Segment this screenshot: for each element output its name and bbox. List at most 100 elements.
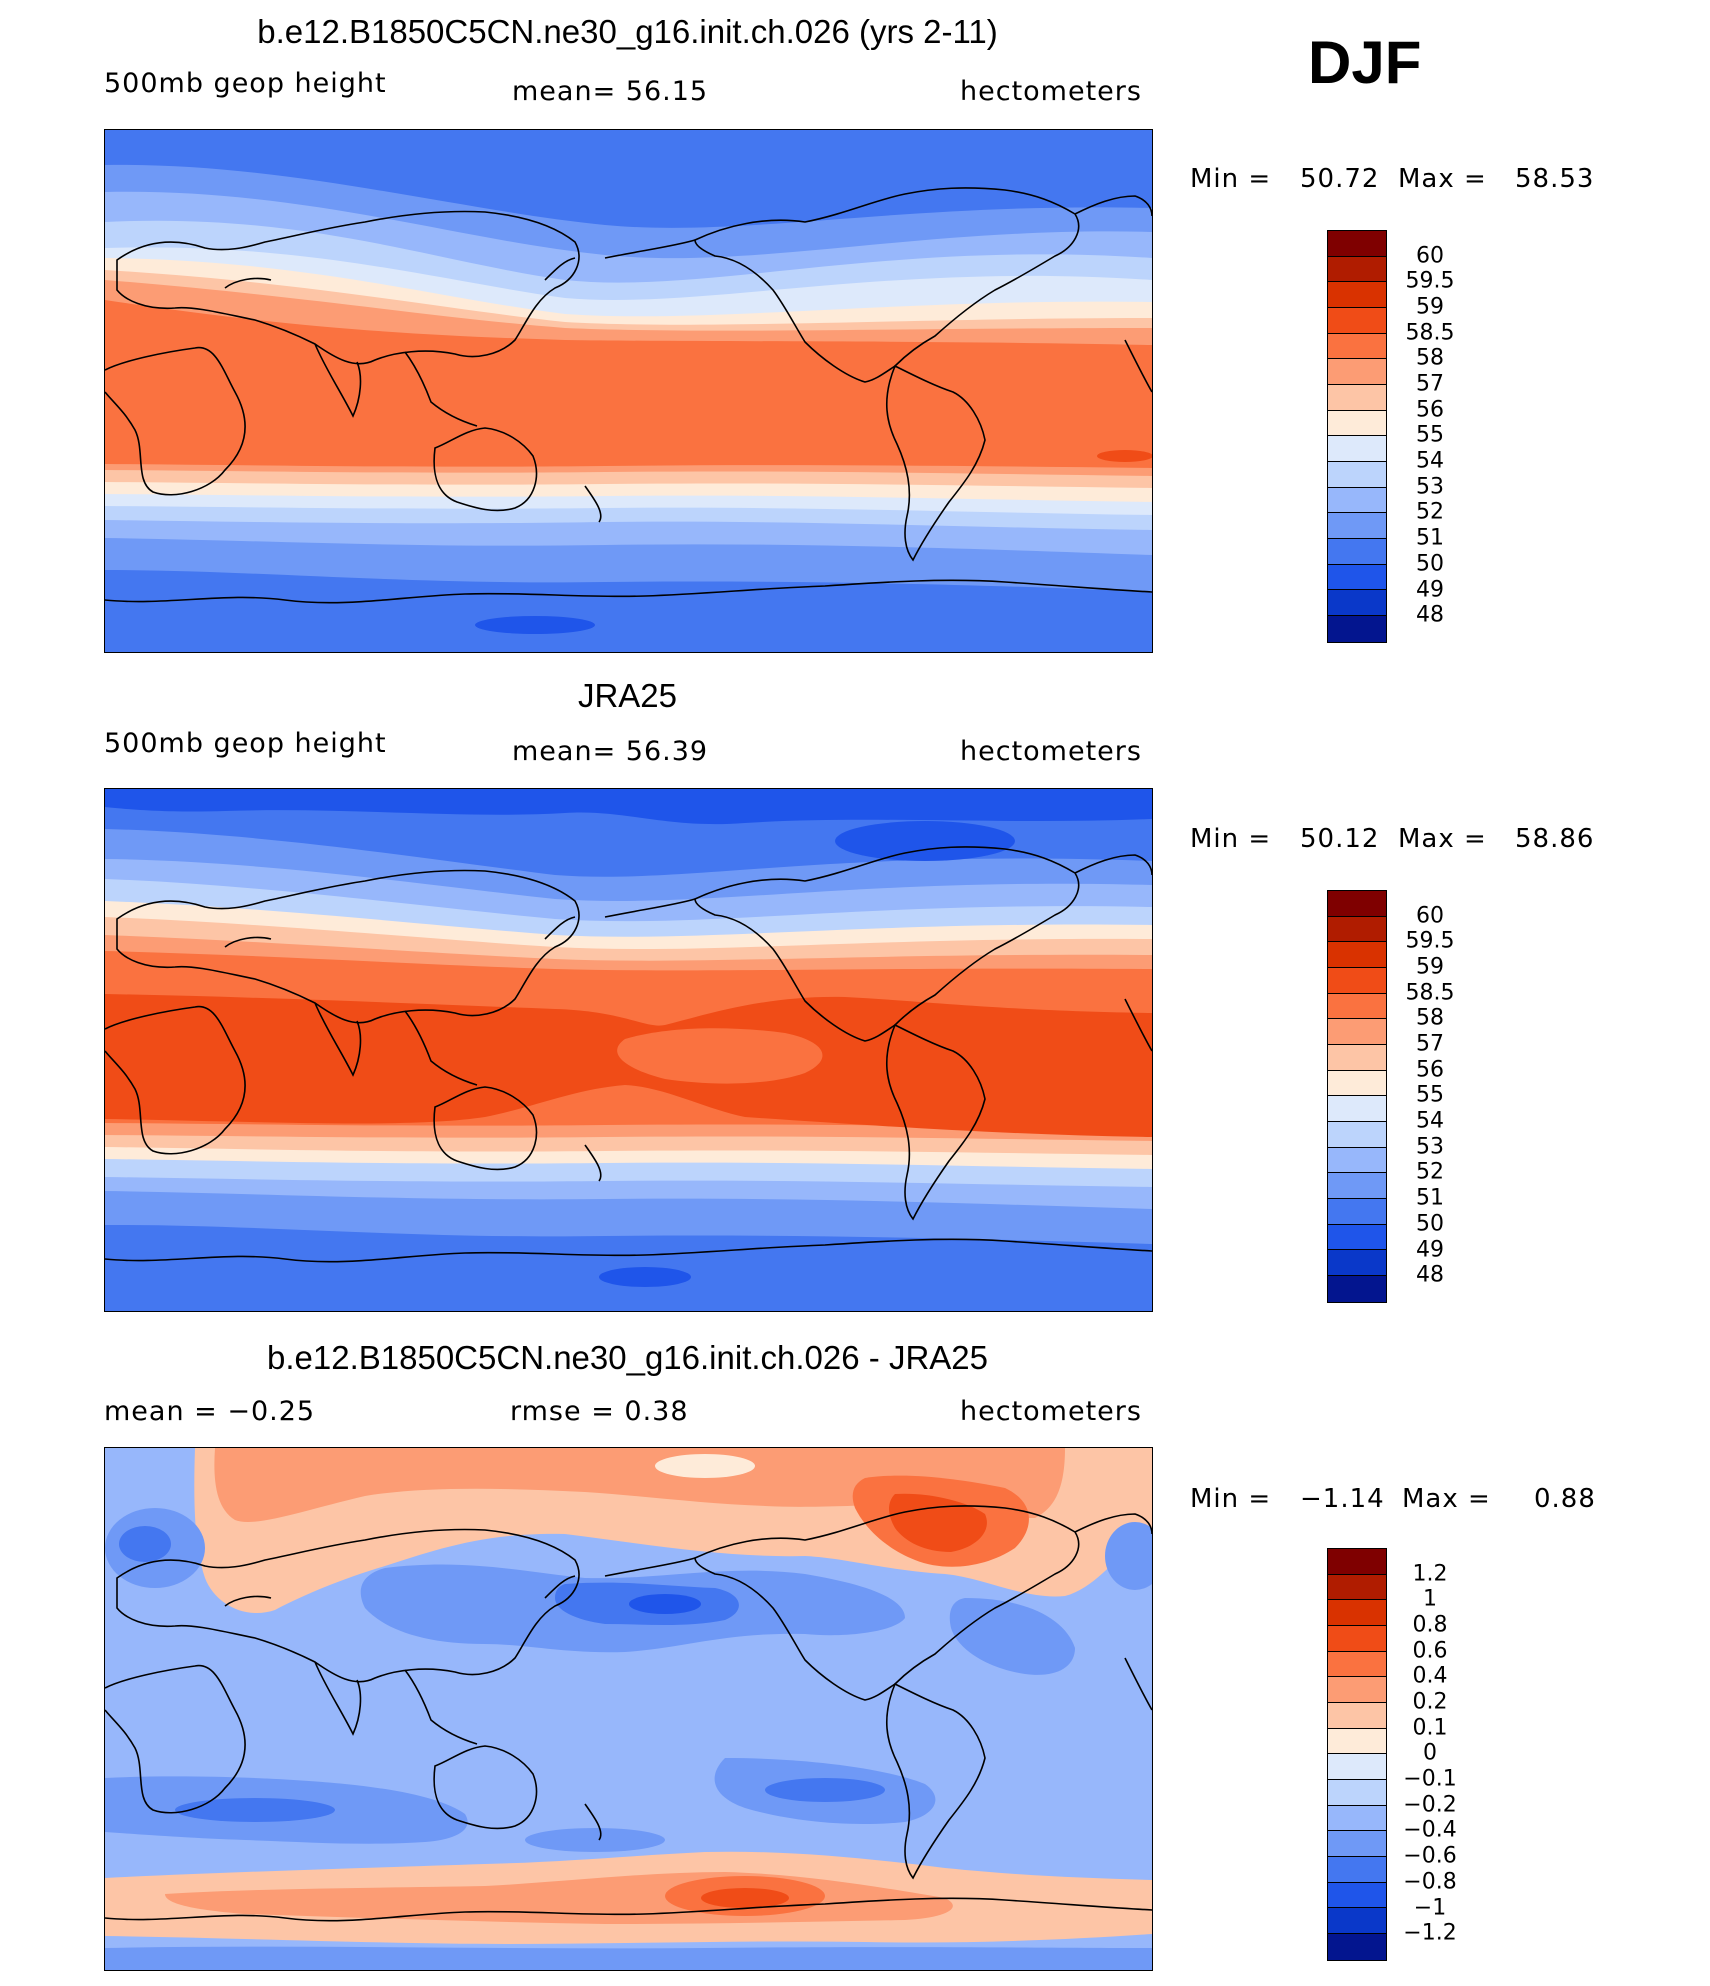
colorbar-tick-label: 58.5 [1405,980,1455,1006]
colorbar-tick-label: −0.2 [1403,1792,1457,1818]
panel-2-variable: 500mb geop height [104,728,387,759]
colorbar-tick-label: 0.4 [1412,1663,1448,1689]
colorbar-tick-label: 49 [1416,1237,1444,1263]
diff-north-max [889,1493,987,1552]
diff-antarctic-cool [105,1946,1152,1970]
colorbar-tick-label: 59 [1416,954,1444,980]
colorbar-swatch [1328,1276,1386,1302]
height-arctic-min [835,821,1015,861]
colorbar-tick-label: 48 [1416,602,1444,628]
coastlines [105,187,1152,604]
panel-1-max-label: Max = [1398,164,1487,194]
colorbar-tick-label: 53 [1416,1134,1444,1160]
colorbar-tick-label: 51 [1416,1185,1444,1211]
diff-pacific-core [629,1594,701,1614]
colorbar-swatch [1328,590,1386,617]
colorbar-swatch [1328,891,1386,917]
coastlines [105,1505,1152,1922]
panel-2-min-value: 50.12 [1300,824,1380,854]
colorbar-swatch [1328,1070,1386,1097]
panel-3-min-value: −1.14 [1300,1484,1385,1514]
height-min-spot [475,616,595,634]
colorbar-swatch [1328,436,1386,463]
colorbar-swatch [1328,1045,1386,1071]
colorbar-swatch [1328,282,1386,309]
colorbar-swatch [1328,1574,1386,1601]
colorbar-swatch [1328,1173,1386,1200]
colorbar-tick-label: 60 [1416,903,1444,929]
panel-2-colorbar [1327,890,1387,1303]
colorbar-swatch [1328,1857,1386,1883]
colorbar-swatch [1328,1600,1386,1627]
panel-1-max-value: 58.53 [1515,164,1595,194]
colorbar-swatch [1328,1651,1386,1678]
colorbar-tick-label: 0.8 [1412,1612,1448,1638]
panel-2-max-value: 58.86 [1515,824,1595,854]
colorbar-tick-label: 51 [1416,525,1444,551]
colorbar-swatch [1328,385,1386,411]
colorbar-tick-label: 0.2 [1412,1689,1448,1715]
colorbar-tick-label: 0.6 [1412,1638,1448,1664]
colorbar-tick-label: 59.5 [1405,928,1455,954]
colorbar-tick-label: 52 [1416,1159,1444,1185]
colorbar-swatch [1328,462,1386,488]
colorbar-swatch [1328,231,1386,257]
colorbar-swatch [1328,1250,1386,1277]
colorbar-swatch [1328,256,1386,283]
colorbar-tick-label: 54 [1416,448,1444,474]
colorbar-swatch [1328,1224,1386,1251]
panel-3-map [104,1447,1153,1971]
panel-3-colorbar [1327,1548,1387,1961]
height-band-50 [105,789,1152,825]
colorbar-swatch [1328,1626,1386,1652]
height-min-spot [599,1267,691,1287]
colorbar-swatch [1328,916,1386,943]
colorbar-swatch [1328,1805,1386,1832]
colorbar-tick-label: 0.1 [1412,1715,1448,1741]
colorbar-tick-label: 57 [1416,371,1444,397]
colorbar-tick-label: 1.2 [1412,1561,1448,1587]
panel-3-rmse: rmse = 0.38 [510,1396,689,1427]
height-band-58-5 [105,994,1152,1137]
colorbar-swatch [1328,308,1386,334]
colorbar-tick-label: −1 [1413,1895,1447,1921]
colorbar-tick-label: 55 [1416,1082,1444,1108]
colorbar-swatch [1328,564,1386,591]
panel-2-map [104,788,1153,1312]
colorbar-tick-label: −0.1 [1403,1766,1457,1792]
panel-2-title: JRA25 [577,677,678,714]
colorbar-swatch [1328,942,1386,969]
colorbar-swatch [1328,1019,1386,1046]
colorbar-swatch [1328,1549,1386,1575]
colorbar-swatch [1328,410,1386,437]
diff-east-cool [1105,1522,1152,1590]
panel-1-map-svg [105,130,1152,652]
panel-1-min-value: 50.72 [1300,164,1380,194]
colorbar-tick-label: 50 [1416,1211,1444,1237]
colorbar-tick-label: 57 [1416,1031,1444,1057]
colorbar-tick-label: 58.5 [1405,320,1455,346]
diff-antarctic-max-core [701,1888,789,1908]
colorbar-swatch [1328,1096,1386,1123]
colorbar-swatch [1328,333,1386,360]
panel-3-mean: mean = −0.25 [104,1396,316,1427]
panel-2-max-label: Max = [1398,824,1487,854]
diff-south-min-1 [175,1798,335,1822]
colorbar-tick-label: 49 [1416,577,1444,603]
panel-3-map-svg [105,1448,1152,1970]
panel-1-map [104,129,1153,653]
diff-europe-min [119,1526,171,1562]
panel-1-title: b.e12.B1850C5CN.ne30_g16.init.ch.026 (yr… [257,13,998,50]
panel-3-min-label: Min = [1190,1484,1272,1514]
colorbar-tick-label: −0.4 [1403,1817,1457,1843]
panel-2-mean: mean= 56.39 [512,736,709,767]
colorbar-swatch [1328,513,1386,540]
colorbar-swatch [1328,1908,1386,1935]
panel-1-units: hectometers [960,76,1142,107]
colorbar-swatch [1328,539,1386,565]
colorbar-tick-label: −0.6 [1403,1843,1457,1869]
colorbar-tick-label: 50 [1416,551,1444,577]
panel-2-units: hectometers [960,736,1142,767]
colorbar-swatch [1328,1754,1386,1781]
coastlines [105,846,1152,1263]
